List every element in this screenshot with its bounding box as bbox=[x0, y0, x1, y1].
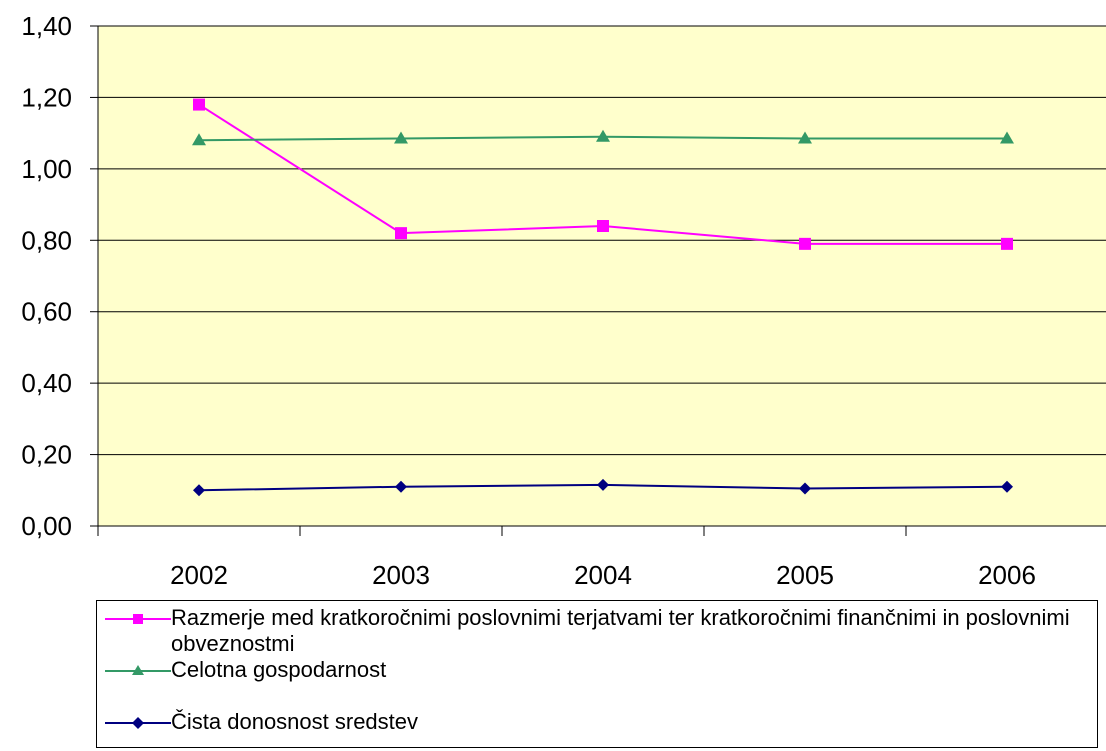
y-tick-label: 0,80 bbox=[21, 225, 72, 255]
y-tick-label: 0,60 bbox=[21, 297, 72, 327]
y-tick-label: 1,20 bbox=[21, 82, 72, 112]
legend-marker-triangle bbox=[105, 665, 171, 675]
data-point-square bbox=[193, 98, 205, 111]
y-tick-label: 1,40 bbox=[21, 11, 72, 41]
y-tick-label: 0,20 bbox=[21, 440, 72, 470]
axes bbox=[97, 26, 1106, 527]
x-tick-label: 2006 bbox=[978, 560, 1036, 590]
x-tick-label: 2003 bbox=[372, 560, 430, 590]
data-point-triangle bbox=[394, 131, 408, 144]
data-point-square bbox=[799, 237, 811, 250]
legend-label: Razmerje med kratkoročnimi poslovnimi te… bbox=[171, 605, 1070, 656]
y-axis-ticks: 0,00 0,20 0,40 0,60 0,80 1,00 1,20 1,40 bbox=[21, 11, 98, 541]
legend-marker-diamond bbox=[105, 717, 171, 729]
legend: Razmerje med kratkoročnimi poslovnimi te… bbox=[96, 600, 1098, 748]
series-3 bbox=[193, 478, 1013, 497]
data-point-square bbox=[1001, 237, 1013, 250]
x-tick-label: 2002 bbox=[170, 560, 228, 590]
y-tick-label: 0,00 bbox=[21, 511, 72, 541]
data-point-triangle bbox=[1000, 131, 1014, 144]
data-point-triangle bbox=[596, 129, 610, 142]
series-2 bbox=[192, 129, 1014, 146]
data-point-diamond bbox=[193, 484, 205, 497]
data-point-triangle bbox=[798, 131, 812, 144]
x-tick-label: 2005 bbox=[776, 560, 834, 590]
y-tick-label: 0,40 bbox=[21, 368, 72, 398]
data-point-diamond bbox=[395, 480, 407, 493]
data-point-diamond bbox=[597, 478, 609, 491]
data-point-diamond bbox=[1001, 480, 1013, 493]
x-axis-ticks: 2002 2003 2004 2005 2006 bbox=[97, 526, 1036, 590]
y-tick-label: 1,00 bbox=[21, 154, 72, 184]
data-point-diamond bbox=[799, 482, 811, 495]
legend-label: Čista donosnost sredstev bbox=[171, 709, 419, 734]
data-point-triangle bbox=[192, 133, 206, 146]
line-chart: 0,000,200,400,600,801,001,201,40 2002 200… bbox=[21, 11, 1106, 590]
legend-label: Celotna gospodarnost bbox=[171, 657, 387, 682]
gridlines bbox=[98, 25, 1106, 456]
legend-marker-square bbox=[105, 614, 171, 624]
plot-area bbox=[98, 26, 1106, 526]
data-point-square bbox=[395, 227, 407, 240]
series-1 bbox=[193, 98, 1013, 250]
data-point-square bbox=[597, 220, 609, 232]
x-tick-label: 2004 bbox=[574, 560, 632, 590]
series-group bbox=[192, 98, 1014, 497]
